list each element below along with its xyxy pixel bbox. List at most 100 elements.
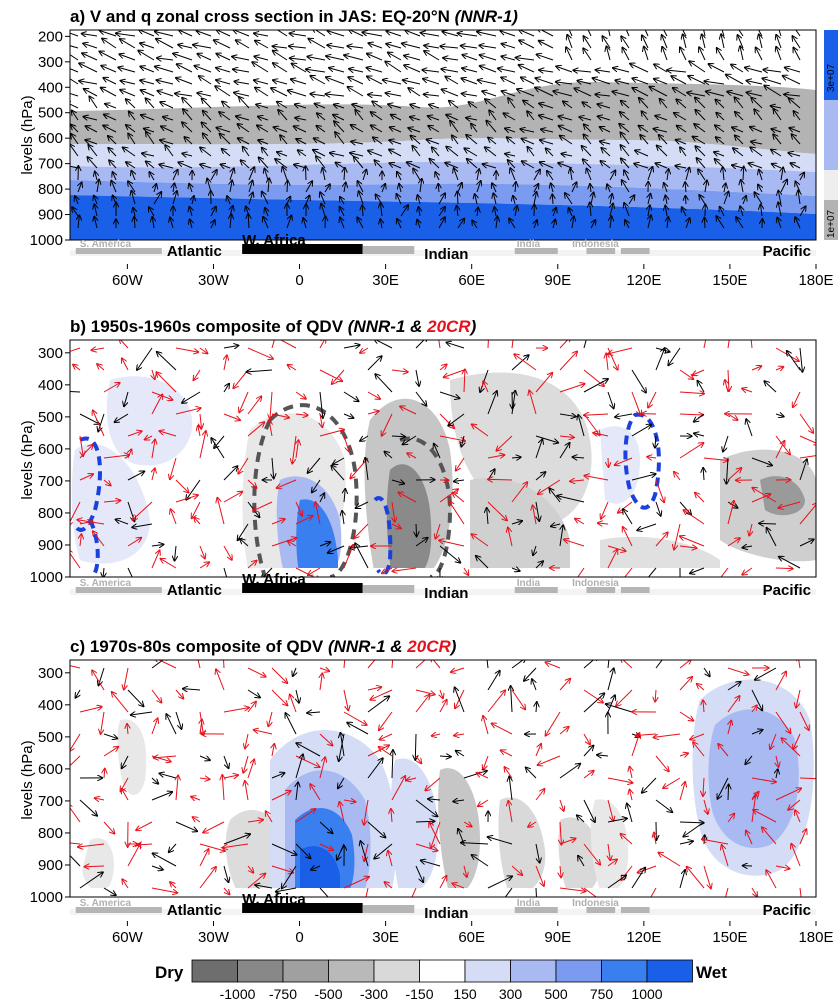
- wind-vector: [762, 78, 782, 85]
- wind-vector: [759, 170, 762, 181]
- wind-vector: [126, 99, 136, 109]
- wind-vector: [639, 126, 649, 133]
- wind-vector: [349, 69, 364, 72]
- vector-20cr: [464, 865, 467, 877]
- vector-nnr1: [151, 777, 158, 784]
- vector-20cr: [198, 426, 200, 437]
- wind-vector: [558, 163, 573, 169]
- vector-20cr: [679, 753, 688, 756]
- wind-vector: [569, 208, 572, 217]
- vector-20cr: [70, 733, 81, 751]
- wind-vector: [441, 69, 459, 72]
- vector-20cr: [703, 799, 708, 814]
- wind-vector: [239, 97, 250, 109]
- wind-vector: [461, 46, 478, 48]
- wind-vector: [556, 66, 573, 73]
- wind-vector: [134, 217, 135, 229]
- wind-vector: [717, 48, 725, 61]
- vector-20cr: [319, 369, 342, 381]
- vector-20cr: [247, 760, 254, 779]
- vector-20cr: [103, 479, 111, 485]
- panel-a-ylabel: levels (hPa): [19, 95, 36, 174]
- wind-vector: [215, 86, 231, 97]
- vector-nnr1: [223, 834, 250, 845]
- vector-nnr1: [137, 347, 153, 370]
- vector-20cr: [770, 733, 777, 749]
- panel-c-x-ticks: 60W 30W 0 30E 60E 90E 120E 150E 180E: [112, 921, 834, 946]
- region-label: Pacific: [763, 902, 811, 919]
- vector-nnr1: [182, 391, 201, 403]
- vector-20cr: [630, 767, 632, 779]
- vector-20cr: [122, 879, 129, 889]
- wind-vector: [553, 91, 573, 97]
- vector-20cr: [727, 538, 740, 547]
- region-label: Atlantic: [167, 243, 222, 260]
- vector-20cr: [655, 479, 664, 502]
- wind-vector: [182, 122, 193, 133]
- moisture-legend: Dry Wet -1000 -750 -500 -300 -150 150 300 500 75…: [155, 959, 727, 1002]
- region-strip: [514, 248, 558, 254]
- vector-nnr1: [384, 452, 393, 459]
- wind-vector: [210, 207, 216, 217]
- vector-20cr: [796, 689, 801, 708]
- vector-20cr: [127, 431, 142, 437]
- x-tick-label: 60E: [458, 929, 485, 946]
- vector-20cr: [247, 561, 256, 569]
- vector-nnr1: [367, 758, 383, 779]
- y-tick-label: 900: [38, 207, 63, 224]
- wind-vector: [197, 54, 212, 61]
- wind-vector: [140, 80, 155, 85]
- wind-vector: [523, 101, 535, 109]
- vector-20cr: [444, 369, 465, 377]
- vector-20cr: [511, 689, 525, 709]
- x-tick-label: 120E: [626, 272, 661, 289]
- wind-vector: [440, 46, 459, 48]
- vector-20cr: [247, 396, 261, 415]
- wind-vector: [539, 103, 554, 109]
- wind-vector: [146, 161, 155, 169]
- wind-vector: [462, 68, 478, 73]
- wind-vector: [289, 46, 307, 48]
- vector-nnr1: [151, 660, 169, 669]
- vector-nnr1: [375, 374, 393, 393]
- vector-20cr: [247, 702, 256, 713]
- vector-nnr1: [240, 539, 249, 547]
- vector-nnr1: [511, 568, 520, 571]
- vector-nnr1: [415, 821, 434, 822]
- wind-vector: [351, 142, 364, 144]
- wind-vector: [428, 116, 440, 120]
- vector-nnr1: [214, 435, 225, 448]
- wind-vector: [698, 169, 706, 181]
- vector-20cr: [277, 479, 297, 488]
- vector-nnr1: [312, 479, 321, 492]
- vector-nnr1: [487, 671, 500, 691]
- wind-vector: [461, 78, 478, 85]
- vector-20cr: [607, 799, 613, 821]
- wind-vector: [533, 170, 540, 181]
- wind-vector: [535, 78, 554, 85]
- wind-vector: [199, 76, 212, 85]
- vector-20cr: [380, 733, 393, 740]
- wind-vector: [101, 88, 117, 97]
- wind-vector: [348, 87, 364, 97]
- wind-vector: [79, 81, 98, 84]
- vector-nnr1: [79, 799, 97, 816]
- vector-20cr: [295, 516, 313, 525]
- vector-20cr: [728, 721, 731, 735]
- vector-20cr: [624, 567, 633, 577]
- wind-vector: [203, 111, 212, 121]
- vector-nnr1: [223, 865, 228, 882]
- wind-vector: [462, 94, 478, 96]
- vector-nnr1: [717, 777, 729, 799]
- wind-vector: [347, 46, 364, 48]
- vector-20cr: [753, 810, 777, 823]
- region-strip: [586, 907, 616, 913]
- vector-20cr: [615, 457, 633, 465]
- vector-nnr1: [511, 686, 512, 713]
- panel-b-ylabel: levels (hPa): [19, 420, 36, 499]
- wind-vector: [412, 146, 421, 157]
- vector-nnr1: [439, 391, 459, 398]
- wind-vector: [688, 76, 706, 85]
- wind-vector: [620, 132, 630, 145]
- vector-20cr: [339, 802, 345, 823]
